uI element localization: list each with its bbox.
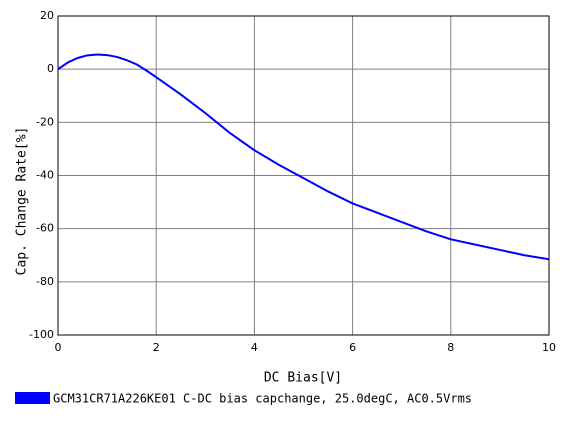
x-tick-label: 0 xyxy=(55,341,62,354)
x-axis-label: DC Bias[V] xyxy=(264,371,342,386)
y-tick-label: -40 xyxy=(36,169,54,182)
x-tick-label: 6 xyxy=(349,341,356,354)
y-axis-label: Cap. Change Rate[%] xyxy=(15,127,30,276)
y-tick-label: -20 xyxy=(36,115,54,128)
y-tick-label: -60 xyxy=(36,222,54,235)
data-line xyxy=(57,53,550,261)
x-tick-label: 4 xyxy=(251,341,258,354)
y-tick-label: -80 xyxy=(36,275,54,288)
x-tick-label: 8 xyxy=(447,341,454,354)
x-tick-label: 10 xyxy=(542,341,556,354)
y-tick-label: 20 xyxy=(40,9,54,22)
y-tick-label: 0 xyxy=(47,62,54,75)
legend-swatch xyxy=(15,392,50,404)
y-tick-label: -100 xyxy=(29,328,54,341)
x-tick-label: 2 xyxy=(153,341,160,354)
plot-border xyxy=(57,15,550,336)
legend-label: GCM31CR71A226KE01 C-DC bias capchange, 2… xyxy=(53,392,472,406)
